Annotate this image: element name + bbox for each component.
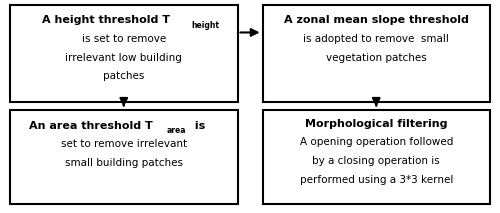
Text: A zonal mean slope threshold: A zonal mean slope threshold (284, 15, 469, 25)
Text: irrelevant low building: irrelevant low building (66, 53, 182, 63)
Text: is: is (191, 121, 206, 131)
Bar (262, 5, 490, 102)
Text: is set to remove: is set to remove (82, 34, 166, 44)
Text: by a closing operation is: by a closing operation is (312, 156, 440, 166)
Bar (10, 110, 237, 204)
Text: A height threshold T: A height threshold T (42, 15, 170, 25)
Text: patches: patches (103, 72, 144, 81)
Text: vegetation patches: vegetation patches (326, 53, 426, 63)
Bar (262, 110, 490, 204)
Text: height: height (191, 21, 219, 30)
Text: An area threshold T: An area threshold T (30, 121, 153, 131)
Text: Morphological filtering: Morphological filtering (305, 119, 448, 128)
Bar (10, 5, 237, 102)
Text: set to remove irrelevant: set to remove irrelevant (60, 140, 187, 149)
Text: is adopted to remove  small: is adopted to remove small (304, 34, 449, 44)
Text: performed using a 3*3 kernel: performed using a 3*3 kernel (300, 175, 453, 185)
Text: small building patches: small building patches (65, 158, 183, 168)
Text: area: area (166, 126, 186, 135)
Text: A opening operation followed: A opening operation followed (300, 137, 453, 147)
